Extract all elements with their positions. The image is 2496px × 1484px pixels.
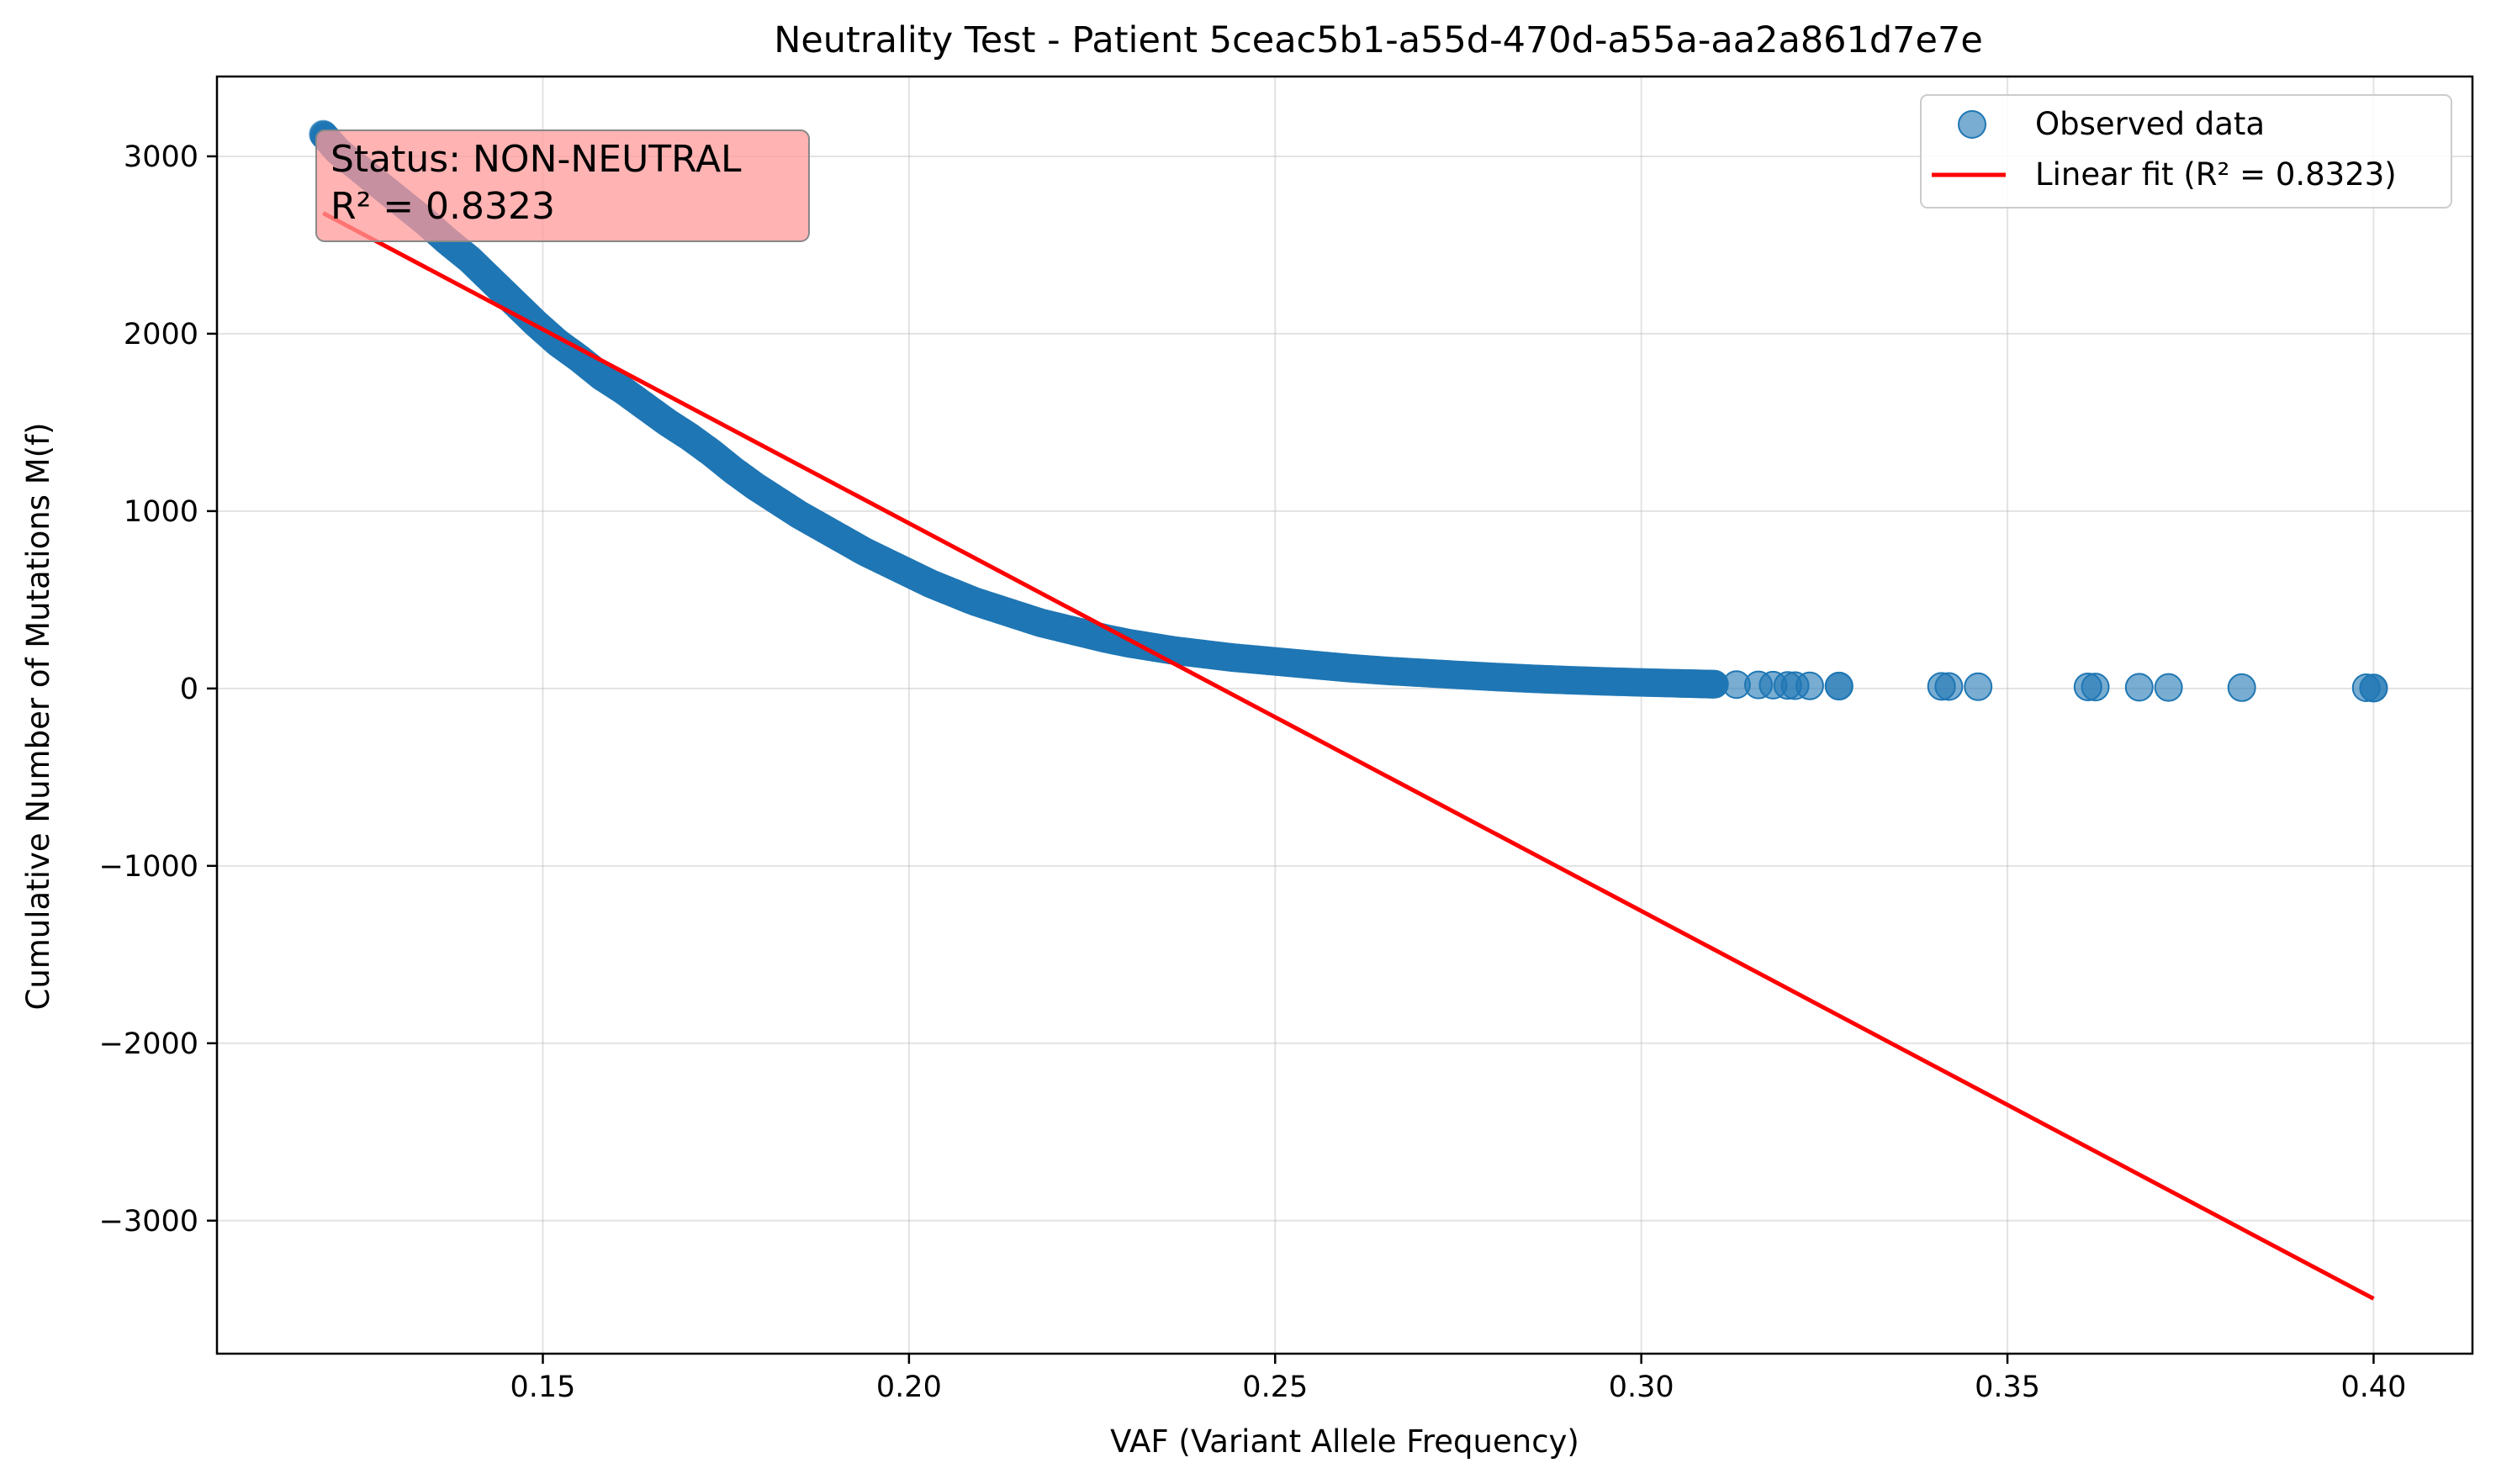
legend-box: [1920, 94, 2452, 209]
data-point: [2359, 673, 2388, 703]
legend-marker-observed: [1958, 110, 1986, 139]
data-point: [1824, 672, 1853, 701]
data-point: [2227, 673, 2256, 702]
status-annotation-line-1: Status: NON-NEUTRAL: [331, 138, 742, 181]
data-point: [1795, 671, 1824, 700]
x-tick-label: 0.35: [1975, 1370, 2040, 1404]
linear-fit-line: [322, 211, 2375, 1301]
plot-frame: [215, 75, 2474, 1355]
status-annotation-box: [315, 129, 810, 242]
status-annotation-line-2: R² = 0.8323: [331, 185, 555, 228]
x-axis-ticks: 0.15 0.20 0.25 0.30 0.35 0.40: [510, 1354, 2406, 1404]
y-tick-label: −1000: [99, 850, 198, 884]
status-annotation: Status: NON-NEUTRAL R² = 0.8323: [315, 129, 810, 242]
y-axis-label: Cumulative Number of Mutations M(f): [20, 422, 56, 1010]
y-tick-label: 3000: [124, 140, 198, 174]
x-tick-label: 0.15: [510, 1370, 576, 1404]
data-point: [2081, 673, 2110, 702]
legend: Observed data Linear fit (R² = 0.8323): [1920, 94, 2452, 209]
x-axis-label: VAF (Variant Allele Frequency): [1110, 1423, 1579, 1460]
legend-label-observed: Observed data: [2035, 106, 2265, 142]
x-tick-label: 0.20: [876, 1370, 942, 1404]
y-tick-label: −3000: [99, 1205, 198, 1238]
data-point: [1964, 672, 1993, 701]
data-point: [2124, 673, 2154, 702]
x-tick-label: 0.25: [1242, 1370, 1308, 1404]
y-axis-ticks: 3000 2000 1000 0 −1000 −2000 −3000: [99, 140, 217, 1238]
chart-title: Neutrality Test - Patient 5ceac5b1-a55d-…: [774, 19, 1983, 61]
legend-label-fit: Linear fit (R² = 0.8323): [2035, 156, 2397, 193]
data-point: [2154, 673, 2183, 702]
x-tick-label: 0.30: [1609, 1370, 1674, 1404]
y-tick-label: 1000: [124, 495, 198, 529]
y-tick-label: 2000: [124, 318, 198, 351]
y-tick-label: 0: [180, 673, 198, 706]
y-tick-label: −2000: [99, 1027, 198, 1061]
x-tick-label: 0.40: [2340, 1370, 2406, 1404]
data-point: [1934, 672, 1964, 701]
fit-line-layer: [322, 211, 2375, 1301]
